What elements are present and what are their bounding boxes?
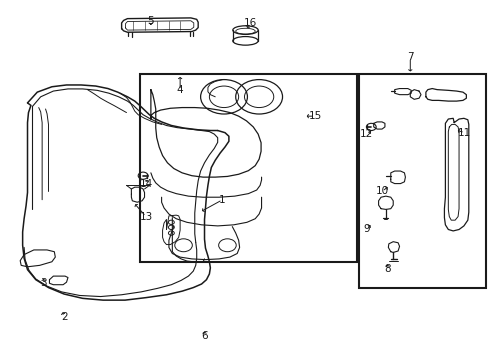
Text: 10: 10 [375, 186, 388, 197]
Text: 1: 1 [219, 195, 225, 205]
Text: 16: 16 [243, 18, 257, 28]
Text: 9: 9 [363, 225, 369, 234]
Text: 13: 13 [139, 212, 152, 221]
Text: 8: 8 [383, 264, 390, 274]
Text: 7: 7 [406, 52, 413, 62]
Text: 2: 2 [61, 312, 67, 322]
Text: 14: 14 [139, 179, 152, 189]
Bar [140, 74, 356, 262]
Text: 5: 5 [147, 17, 154, 27]
Bar [358, 74, 485, 288]
Text: 4: 4 [177, 85, 183, 95]
Text: 12: 12 [359, 129, 372, 139]
Text: 11: 11 [457, 128, 470, 138]
Text: 3: 3 [40, 278, 47, 288]
Text: 15: 15 [308, 111, 321, 121]
Text: 6: 6 [201, 331, 207, 341]
